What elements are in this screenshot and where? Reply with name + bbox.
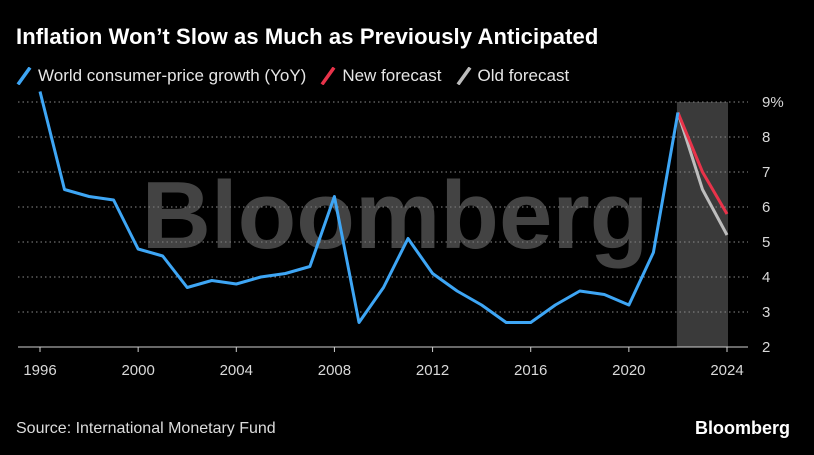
y-tick-label: 3 (762, 304, 770, 321)
legend-item-world: World consumer-price growth (YoY) (16, 66, 306, 86)
y-tick-label: 7 (762, 164, 770, 181)
y-tick-label: 9% (762, 94, 784, 111)
x-tick-label: 2000 (121, 362, 154, 379)
x-tick-label: 2004 (220, 362, 253, 379)
y-tick-label: 4 (762, 269, 770, 286)
y-tick-label: 2 (762, 339, 770, 356)
series-line-old-forecast (676, 112, 729, 236)
y-tick-label: 6 (762, 199, 770, 216)
legend-swatch-world (16, 67, 32, 85)
y-tick-label: 5 (762, 234, 770, 251)
series-line-new-forecast (676, 111, 729, 215)
series-layer (38, 91, 729, 324)
legend-item-new: New forecast (320, 66, 442, 86)
legend-label-world: World consumer-price growth (YoY) (38, 66, 307, 85)
series-line-world (38, 91, 680, 324)
legend-swatch-old (456, 67, 471, 85)
x-tick-label: 2020 (612, 362, 645, 379)
x-tick-label: 2012 (416, 362, 449, 379)
legend: World consumer-price growth (YoY) New fo… (16, 66, 583, 86)
x-tick-label: 2024 (710, 362, 743, 379)
bloomberg-watermark: Bloomberg (142, 162, 649, 269)
source-note: Source: International Monetary Fund (16, 420, 276, 437)
forecast-shade-layer (676, 102, 728, 347)
legend-label-new: New forecast (342, 66, 442, 85)
legend-swatch-new (320, 67, 336, 85)
x-tick-label: 1996 (23, 362, 56, 379)
bloomberg-logo: Bloomberg (694, 418, 790, 438)
chart-title: Inflation Won’t Slow as Much as Previous… (16, 24, 599, 49)
legend-label-old: Old forecast (477, 66, 570, 85)
x-tick-label: 2008 (318, 362, 351, 379)
x-tick-label: 2016 (514, 362, 547, 379)
legend-item-old: Old forecast (456, 66, 570, 86)
grid-layer (18, 101, 748, 313)
axis-layer: 2 3 4 5 6 7 8 9% 1996 2000 2004 2008 2012 2016 2020 202… (18, 94, 784, 379)
y-tick-label: 8 (762, 129, 770, 146)
forecast-shade (676, 102, 728, 347)
